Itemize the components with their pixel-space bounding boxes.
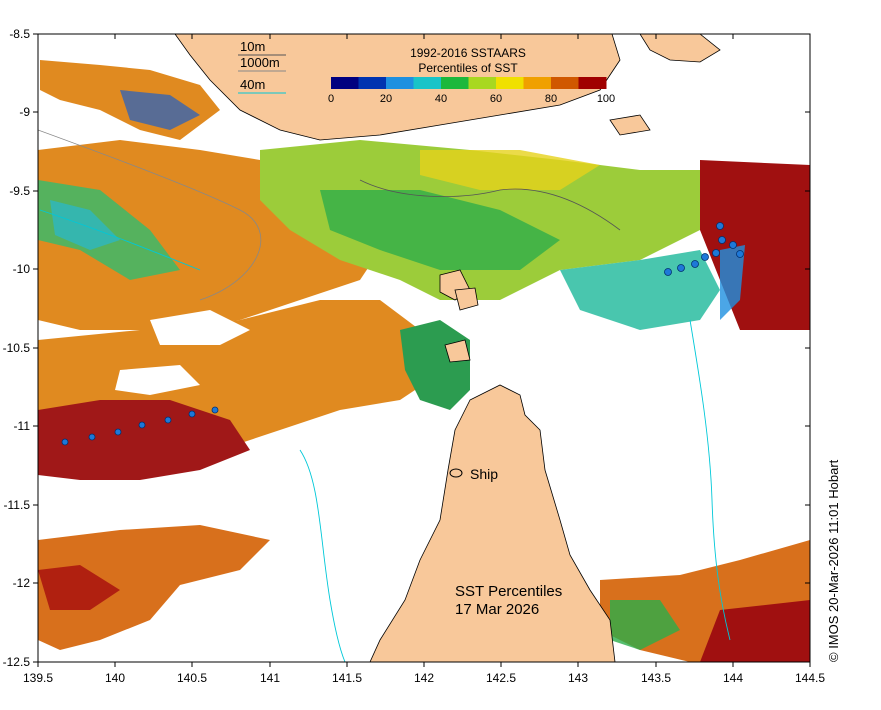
credit-text: © IMOS 20-Mar-2026 11:01 Hobart (826, 459, 841, 662)
x-axis (37, 34, 811, 667)
x-tick-label: 140 (105, 671, 125, 685)
legend-tick-label: 20 (380, 93, 392, 105)
sst-data-layer (38, 60, 810, 662)
sst-patch-hole (150, 310, 250, 345)
ship-track-point (691, 260, 699, 268)
y-tick-label: -11.5 (4, 498, 31, 512)
legend-colorbar (331, 77, 607, 89)
sst-patch-south-central-red (38, 400, 250, 480)
ship-track-point (114, 428, 122, 436)
sst-patch-southwest-red (38, 565, 120, 610)
y-tick-label: -12 (13, 576, 31, 590)
y-tick-label: -10.5 (3, 341, 31, 355)
legend-swatch (578, 77, 607, 89)
ship-track-point (716, 222, 724, 230)
legend-tick-label: 80 (545, 93, 557, 105)
sst-patch-strait-yellow (420, 150, 600, 190)
legend-tick-label: 100 (597, 93, 615, 105)
island-b (454, 287, 479, 311)
x-tick-label: 140.5 (177, 671, 207, 685)
y-tick-label: -10 (13, 262, 31, 276)
depth-key: 10m 1000m 40m (238, 39, 286, 94)
contour-1000m (38, 129, 262, 301)
ship-track (61, 222, 744, 446)
island-c (444, 339, 471, 363)
sst-patch-cape-fringe (400, 320, 470, 410)
ship-track-point (712, 249, 720, 257)
y-tick-label: -9.5 (9, 184, 30, 198)
map-date: 17 Mar 2026 (455, 601, 539, 618)
sst-patch-strait-green (320, 190, 560, 270)
ship-track-point (664, 268, 672, 276)
y-tick-label: -8.5 (9, 27, 30, 41)
legend-swatch (413, 77, 442, 89)
x-tick-label: 141.5 (332, 671, 362, 685)
legend-swatch (358, 77, 387, 89)
x-tick-label: 141 (260, 671, 280, 685)
ship-track-point (729, 241, 737, 249)
depth-contours (38, 129, 731, 662)
ship-track-point (677, 264, 685, 272)
new-guinea-east-land (639, 34, 721, 63)
legend-title-line1: 1992-2016 SSTAARS (410, 46, 526, 60)
sst-patch-hole-2 (115, 365, 200, 395)
ship-track-point (211, 406, 219, 414)
legend-tick-label: 40 (435, 93, 447, 105)
y-tick-label: -9 (19, 105, 30, 119)
x-tick-label: 139.5 (23, 671, 53, 685)
ship-label: Ship (470, 466, 498, 482)
island-d (609, 114, 651, 136)
x-tick-label: 142 (414, 671, 434, 685)
ship-track-point (138, 421, 146, 429)
x-tick-label: 143.5 (641, 671, 671, 685)
ship-track-point (736, 250, 744, 258)
depth-key-10m-label: 10m (240, 39, 265, 54)
legend-swatch (523, 77, 552, 89)
sst-patch-southwest (38, 525, 270, 650)
legend-swatch (331, 77, 359, 89)
x-tick-label: 142.5 (486, 671, 516, 685)
legend-swatch (551, 77, 579, 89)
y-tick-label: -11 (14, 419, 31, 433)
x-tick-label: 144 (723, 671, 743, 685)
ship-track-point (718, 236, 726, 244)
contour-40m-west (299, 449, 346, 662)
contour-40m-strait (39, 209, 201, 271)
x-tick-label: 144.5 (795, 671, 825, 685)
ship-track-point (164, 416, 172, 424)
ship-track-point (188, 410, 196, 418)
legend-swatch (386, 77, 414, 89)
legend-swatch (468, 77, 497, 89)
depth-key-1000m-label: 1000m (240, 55, 280, 70)
ship-track-point (61, 438, 69, 446)
sst-patch-southeast-red (700, 600, 810, 662)
sst-patch-east-blue (720, 245, 745, 320)
ship-track-point (88, 433, 96, 441)
depth-key-40m-label: 40m (240, 77, 265, 92)
y-tick-label: -12.5 (3, 655, 31, 669)
ship-track-point (701, 253, 709, 261)
legend-swatch (441, 77, 469, 89)
legend-swatch (496, 77, 524, 89)
map-title: SST Percentiles (455, 583, 562, 600)
cape-york-land (369, 384, 616, 662)
contour-10m (359, 179, 621, 231)
legend-tick-label: 60 (490, 93, 502, 105)
sst-patch-east-red (700, 160, 810, 330)
legend-tick-label: 0 (328, 93, 334, 105)
sst-patch-north-blue (120, 90, 200, 130)
x-tick-label: 143 (568, 671, 588, 685)
legend-title-line2: Percentiles of SST (418, 61, 518, 75)
y-axis (33, 33, 810, 663)
sst-patch-west-cyan (50, 200, 120, 250)
colour-legend: 1992-2016 SSTAARS Percentiles of SST 0 2… (328, 46, 615, 105)
contour-40m-east (689, 319, 731, 641)
sst-patch-southeast-green (610, 600, 680, 650)
ship-marker (449, 468, 463, 478)
